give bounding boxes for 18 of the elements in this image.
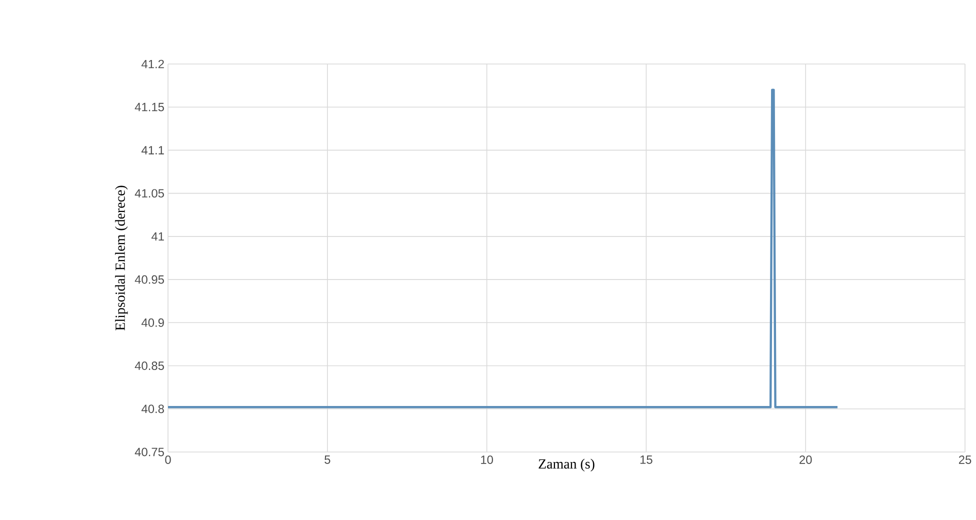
x-tick-label: 5 [324, 456, 330, 464]
x-axis-title: Zaman (s) [538, 458, 594, 472]
x-tick-label: 20 [800, 456, 812, 464]
y-tick-label: 41.15 [134, 102, 164, 112]
y-tick-label: 41.05 [134, 189, 164, 198]
y-tick-label: 41.2 [142, 60, 164, 68]
y-tick-label: 40.95 [134, 275, 164, 284]
y-axis-title: Elipsoidal Enlem (derece) [115, 186, 128, 330]
y-tick-label: 40.85 [134, 362, 164, 370]
x-tick-label: 10 [481, 456, 493, 464]
y-tick-label: 40.75 [134, 448, 164, 456]
y-tick-label: 40.8 [142, 404, 164, 414]
y-tick-label: 41 [151, 232, 164, 241]
y-tick-label: 40.9 [142, 318, 164, 327]
y-tick-label: 41.1 [142, 146, 164, 154]
x-tick-label: 0 [165, 456, 171, 464]
x-tick-label: 25 [958, 456, 972, 464]
x-tick-label: 15 [640, 456, 652, 464]
